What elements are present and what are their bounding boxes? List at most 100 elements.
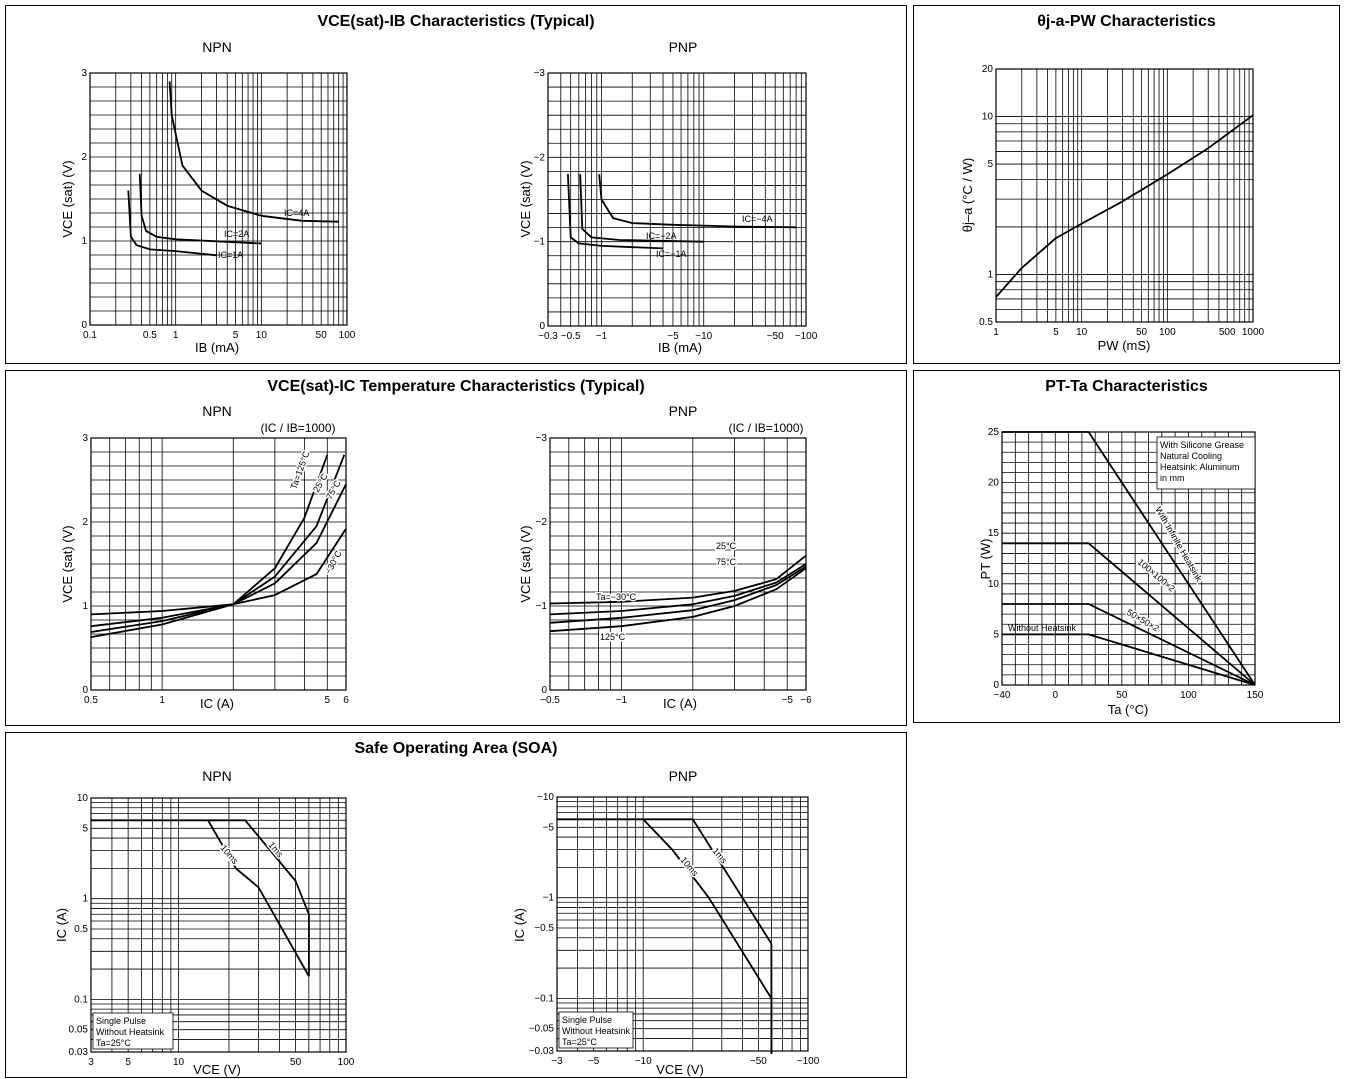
theta_pw-x-tick-label: 1	[993, 327, 999, 338]
soa_npn-x-tick-label: 5	[125, 1057, 131, 1068]
vce_ic_npn-series-label: Ta=125°C	[288, 449, 311, 490]
vce_ib_npn-y-tick-label: 2	[81, 152, 87, 163]
panel-title-soa: Safe Operating Area (SOA)	[354, 740, 558, 757]
vce_ib_npn-series-line	[127, 190, 217, 257]
pt_ta-legend-line: Natural Cooling	[1160, 451, 1222, 461]
vce_ib_npn-x-tick-label: 50	[316, 330, 328, 341]
pt_ta-series-line	[1002, 633, 1256, 686]
theta_pw-x-tick-label: 100	[1159, 327, 1176, 338]
vce_ib_pnp-y-tick-label: −1	[534, 237, 546, 248]
pt_ta-plot-frame	[1001, 431, 1256, 686]
vce_ib_pnp-series-line	[579, 174, 704, 243]
vce_ic_npn-series-line	[90, 528, 347, 616]
soa_pnp-y-tick-label: −5	[543, 822, 555, 833]
vce_ib_pnp-x-axis-label: IB (mA)	[658, 340, 702, 355]
soa_npn-legend-box	[92, 1012, 174, 1050]
vce_ib_npn-x-tick-label: 0.1	[83, 330, 97, 341]
vce_ic_npn-x-tick-label: 6	[343, 695, 349, 706]
pt_ta-x-axis-label: Ta (°C)	[1108, 702, 1149, 717]
soa_pnp-plot-frame	[556, 796, 809, 1052]
soa_npn-y-tick-label: 0.5	[74, 924, 88, 935]
soa_pnp-y-tick-label: −0.5	[534, 923, 554, 934]
soa_npn-x-tick-label: 100	[338, 1057, 355, 1068]
pt_ta-x-tick-label: 150	[1247, 690, 1264, 701]
vce_ib_pnp-y-tick-label: −2	[534, 152, 546, 163]
vce_ic_npn-y-tick-label: 3	[82, 433, 88, 444]
vce_ic_pnp-y-axis-label: VCE (sat) (V)	[518, 525, 533, 602]
panel-title-vce-ic: VCE(sat)-IC Temperature Characteristics …	[267, 378, 645, 395]
soa_npn-x-axis-label: VCE (V)	[193, 1062, 241, 1077]
theta_pw-plot-frame	[995, 68, 1254, 323]
soa_npn-y-axis-label: IC (A)	[54, 908, 69, 942]
vce_ib_npn-series-line	[168, 81, 339, 223]
vce_ic_npn-subtitle: NPN	[202, 403, 232, 419]
panel-theta-pw: θj-a-PW Characteristics	[913, 5, 1340, 364]
vce_ib_npn-x-tick-label: 5	[233, 330, 239, 341]
pt_ta-x-tick-label: 50	[1116, 690, 1128, 701]
pt_ta-y-tick-label: 10	[988, 579, 1000, 590]
vce_ic_pnp-subtitle: PNP	[669, 403, 698, 419]
vce_ib_pnp-x-tick-label: −5	[667, 331, 679, 342]
theta_pw-x-tick-label: 1000	[1242, 327, 1265, 338]
pt_ta-x-tick-label: 0	[1052, 690, 1058, 701]
vce_ib_pnp-x-tick-label: −100	[795, 331, 818, 342]
panel-title-vce-ib: VCE(sat)-IB Characteristics (Typical)	[317, 13, 595, 30]
soa_pnp-series-line	[642, 818, 773, 1054]
soa_pnp-legend-box	[558, 1011, 634, 1049]
soa_npn-subtitle: NPN	[202, 768, 232, 784]
soa_npn-y-tick-label: 0.03	[69, 1047, 89, 1058]
theta_pw-x-axis-label: PW (mS)	[1098, 338, 1151, 353]
pt_ta-y-tick-label: 5	[993, 629, 999, 640]
vce_ib_pnp-x-tick-label: −0.5	[561, 331, 581, 342]
vce_ib_npn-series-label: IC=1A	[218, 250, 243, 260]
pt_ta-series-line	[1002, 431, 1256, 686]
soa_pnp-x-tick-label: −10	[635, 1056, 652, 1067]
vce_ib_pnp-series-line	[598, 174, 797, 229]
vce_ic_pnp-series-line	[549, 565, 807, 624]
soa_pnp-series-label: 1ms	[710, 846, 729, 866]
pt_ta-series-line	[1002, 603, 1256, 686]
vce_ib_npn-x-axis-label: IB (mA)	[195, 340, 239, 355]
soa_pnp-y-tick-label: −10	[537, 792, 554, 803]
vce_ib_npn-series-label: IC=2A	[224, 229, 249, 239]
soa_npn-series-line	[207, 819, 310, 977]
theta_pw-y-tick-label: 0.5	[979, 317, 993, 328]
theta_pw-y-tick-label: 5	[987, 159, 993, 170]
soa_pnp-legend-line: Ta=25°C	[562, 1037, 597, 1047]
theta_pw-series-line	[995, 114, 1254, 298]
vce_ic_npn-y-axis-label: VCE (sat) (V)	[60, 525, 75, 602]
panel-vce-ic: VCE(sat)-IC Temperature Characteristics …	[5, 370, 907, 726]
soa_npn-y-tick-label: 1	[82, 894, 88, 905]
vce_ib_pnp-series-label: IC=−1A	[656, 249, 687, 259]
vce_ib_pnp-plot-frame	[547, 72, 807, 327]
vce_ib_npn-y-tick-label: 3	[81, 68, 87, 79]
vce_ic_npn-series-label: −30°C	[323, 548, 344, 576]
vce_ic_npn-annotation: (IC / IB=1000)	[260, 421, 335, 435]
soa_pnp-y-axis-label: IC (A)	[512, 908, 527, 942]
panel-title-pt-ta: PT-Ta Characteristics	[1045, 378, 1208, 395]
vce_ic_pnp-y-tick-label: −3	[536, 433, 548, 444]
theta_pw-y-tick-label: 20	[982, 64, 994, 75]
pt_ta-y-axis-label: PT (W)	[978, 539, 993, 580]
soa_pnp-x-tick-label: −50	[750, 1056, 767, 1067]
vce_ic_pnp-annotation: (IC / IB=1000)	[728, 421, 803, 435]
soa_npn-x-tick-label: 50	[290, 1057, 302, 1068]
vce_ib_npn-y-axis-label: VCE (sat) (V)	[60, 160, 75, 237]
soa_npn-series-label: 10ms	[218, 843, 240, 867]
vce_ib_pnp-series-line	[567, 174, 664, 250]
vce_ic_pnp-x-tick-label: −5	[782, 695, 794, 706]
vce_ic_npn-x-tick-label: 5	[325, 695, 331, 706]
vce_ic_npn-series-line	[90, 454, 346, 633]
vce_ic_pnp-series-line	[549, 554, 807, 605]
soa_npn-legend-line: Ta=25°C	[96, 1038, 131, 1048]
soa_pnp-x-axis-label: VCE (V)	[656, 1062, 704, 1077]
panel-title-theta-pw: θj-a-PW Characteristics	[1037, 13, 1216, 30]
vce_ib_pnp-x-tick-label: −50	[767, 331, 784, 342]
soa_npn-x-tick-label: 3	[88, 1057, 94, 1068]
vce_ib_pnp-y-axis-label: VCE (sat) (V)	[518, 160, 533, 237]
vce_ic_pnp-x-axis-label: IC (A)	[663, 696, 697, 711]
theta_pw-x-tick-label: 5	[1053, 327, 1059, 338]
pt_ta-legend-line: With Silicone Grease	[1160, 440, 1244, 450]
vce_ib_npn-x-tick-label: 1	[173, 330, 179, 341]
vce_ib_pnp-x-tick-label: −1	[596, 331, 608, 342]
